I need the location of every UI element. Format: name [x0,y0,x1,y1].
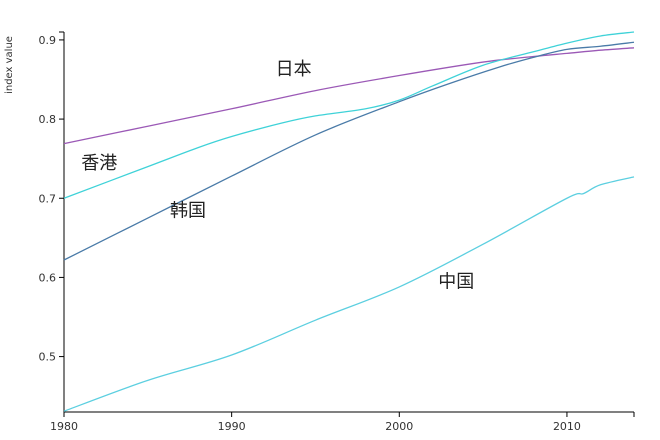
series-annotation: 中国 [438,272,474,293]
series-line-0 [63,47,635,145]
y-tick-label: 0.9 [39,34,57,47]
series-line-2 [63,41,635,261]
x-tick-label: 2010 [553,420,581,433]
series-annotation: 日本 [276,59,312,80]
y-tick-label: 0.6 [39,271,57,284]
x-tick-label: 1990 [218,420,246,433]
series-lines [63,31,635,412]
axes: 0.5 0.6 0.7 0.8 0.9 1980 1990 2000 2010 [39,31,635,433]
y-tick-label: 0.7 [39,192,57,205]
x-tick-label: 1980 [50,420,78,433]
series-line-3 [63,176,635,412]
y-tick-label: 0.8 [39,113,57,126]
x-tick-label: 2000 [385,420,413,433]
series-line-1 [63,31,635,199]
series-annotation: 韩国 [170,200,206,221]
y-tick-label: 0.5 [39,351,57,364]
series-annotation: 香港 [81,153,117,174]
y-axis-label: index value [4,36,15,94]
